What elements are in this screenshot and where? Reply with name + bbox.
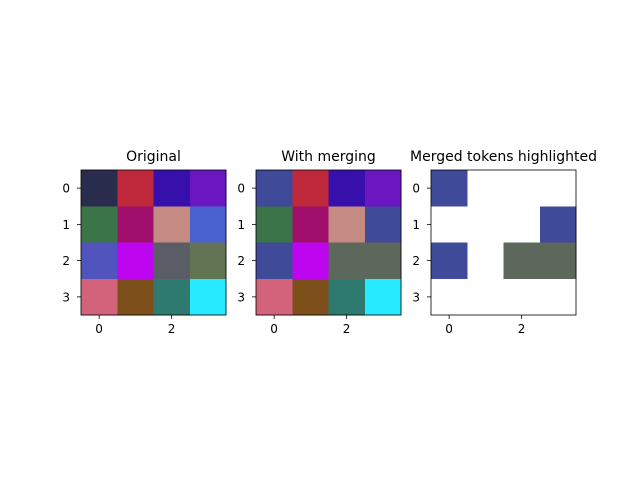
y-tick-label: 0 <box>62 182 70 196</box>
heatmap-cell <box>189 170 227 207</box>
heatmap-cell <box>153 170 191 207</box>
heatmap-cell <box>256 278 293 316</box>
heatmap-cell <box>539 278 577 316</box>
heatmap-cell <box>431 278 468 316</box>
heatmap-cell <box>153 242 191 280</box>
y-tick-label: 1 <box>237 218 245 232</box>
heatmap-cell <box>117 242 154 280</box>
y-tick-label: 2 <box>412 254 420 268</box>
heatmap-cell <box>328 242 366 280</box>
heatmap-cell <box>431 242 468 280</box>
x-tick-label: 0 <box>270 322 278 336</box>
heatmap-cell <box>328 206 366 243</box>
panel-2: Merged tokens highlighted 0 2 0 1 2 3 <box>410 149 597 336</box>
x-tick-label: 0 <box>95 322 103 336</box>
heatmap-cell <box>503 278 541 316</box>
y-tick-label: 0 <box>412 182 420 196</box>
heatmap-cell <box>117 278 154 316</box>
axes-frame <box>430 169 577 316</box>
heatmap-cell <box>539 206 577 243</box>
heatmap-cell <box>81 170 118 207</box>
y-tick-label: 2 <box>237 254 245 268</box>
x-tick-label: 2 <box>343 322 351 336</box>
heatmap-cell <box>467 278 504 316</box>
x-tick-label: 0 <box>445 322 453 336</box>
heatmap-cell <box>431 170 468 207</box>
panel-1: With merging 0 2 0 1 2 3 <box>237 149 402 336</box>
heatmap-cell <box>431 206 468 243</box>
heatmap-cell <box>292 278 329 316</box>
heatmap-cell <box>153 206 191 243</box>
heatmap-cell <box>503 170 541 207</box>
heatmap-cell <box>364 170 402 207</box>
heatmap-cell <box>117 170 154 207</box>
panel-title: With merging <box>281 149 376 165</box>
heatmap-cell <box>503 206 541 243</box>
y-tick-label: 1 <box>412 218 420 232</box>
heatmap-cell <box>81 242 118 280</box>
heatmap-cell <box>153 278 191 316</box>
heatmap-cell <box>467 242 504 280</box>
y-tick-label: 3 <box>237 290 245 304</box>
panel-title: Merged tokens highlighted <box>410 149 597 165</box>
heatmap-cell <box>81 278 118 316</box>
x-tick-label: 2 <box>168 322 176 336</box>
heatmap-cell <box>539 170 577 207</box>
heatmap-cell <box>467 206 504 243</box>
heatmap-cell <box>467 170 504 207</box>
heatmap-cell <box>189 206 227 243</box>
heatmap-cell <box>539 242 577 280</box>
heatmap-cell <box>81 206 118 243</box>
heatmap-cell <box>256 170 293 207</box>
heatmap-cell <box>189 242 227 280</box>
panel-title: Original <box>126 149 181 165</box>
heatmap-cell <box>364 206 402 243</box>
y-tick-label: 1 <box>62 218 70 232</box>
heatmap-cell <box>292 242 329 280</box>
y-tick-label: 2 <box>62 254 70 268</box>
heatmap-cell <box>328 278 366 316</box>
axes-frame <box>255 169 402 316</box>
heatmap-cell <box>364 242 402 280</box>
heatmap-cell <box>364 278 402 316</box>
heatmap-cell <box>117 206 154 243</box>
panel-0: Original 0 2 0 1 2 3 <box>62 149 227 336</box>
x-tick-label: 2 <box>518 322 526 336</box>
y-tick-label: 3 <box>62 290 70 304</box>
heatmap-cell <box>292 170 329 207</box>
heatmap-cell <box>292 206 329 243</box>
y-tick-label: 0 <box>237 182 245 196</box>
heatmap-cell <box>189 278 227 316</box>
heatmap-cell <box>328 170 366 207</box>
heatmap-cell <box>256 206 293 243</box>
heatmap-cell <box>256 242 293 280</box>
heatmap-cell <box>503 242 541 280</box>
y-tick-label: 3 <box>412 290 420 304</box>
axes-frame <box>80 169 227 316</box>
